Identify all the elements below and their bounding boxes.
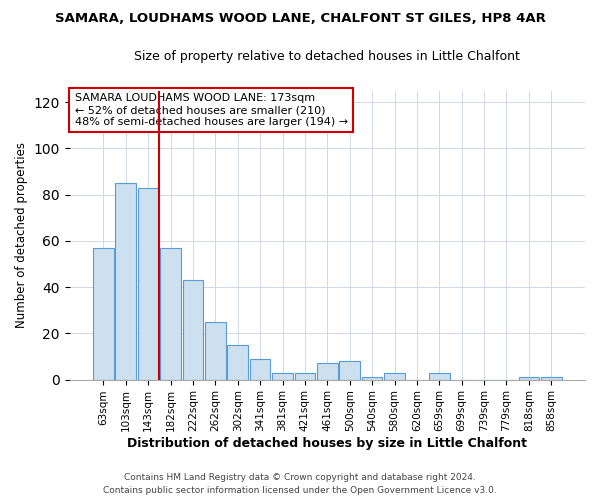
Bar: [384, 372, 405, 380]
Title: Size of property relative to detached houses in Little Chalfont: Size of property relative to detached ho…: [134, 50, 520, 63]
Bar: [272, 372, 293, 380]
Bar: [227, 345, 248, 380]
Text: SAMARA LOUDHAMS WOOD LANE: 173sqm
← 52% of detached houses are smaller (210)
48%: SAMARA LOUDHAMS WOOD LANE: 173sqm ← 52% …: [75, 94, 348, 126]
Bar: [317, 364, 338, 380]
Bar: [295, 372, 315, 380]
Bar: [205, 322, 226, 380]
Text: SAMARA, LOUDHAMS WOOD LANE, CHALFONT ST GILES, HP8 4AR: SAMARA, LOUDHAMS WOOD LANE, CHALFONT ST …: [55, 12, 545, 26]
Bar: [160, 248, 181, 380]
Bar: [518, 378, 539, 380]
Text: Contains HM Land Registry data © Crown copyright and database right 2024.
Contai: Contains HM Land Registry data © Crown c…: [103, 474, 497, 495]
Bar: [429, 372, 449, 380]
Y-axis label: Number of detached properties: Number of detached properties: [15, 142, 28, 328]
Bar: [340, 361, 360, 380]
Bar: [138, 188, 158, 380]
Bar: [362, 378, 382, 380]
X-axis label: Distribution of detached houses by size in Little Chalfont: Distribution of detached houses by size …: [127, 437, 527, 450]
Bar: [250, 359, 271, 380]
Bar: [115, 183, 136, 380]
Bar: [182, 280, 203, 380]
Bar: [93, 248, 113, 380]
Bar: [541, 378, 562, 380]
